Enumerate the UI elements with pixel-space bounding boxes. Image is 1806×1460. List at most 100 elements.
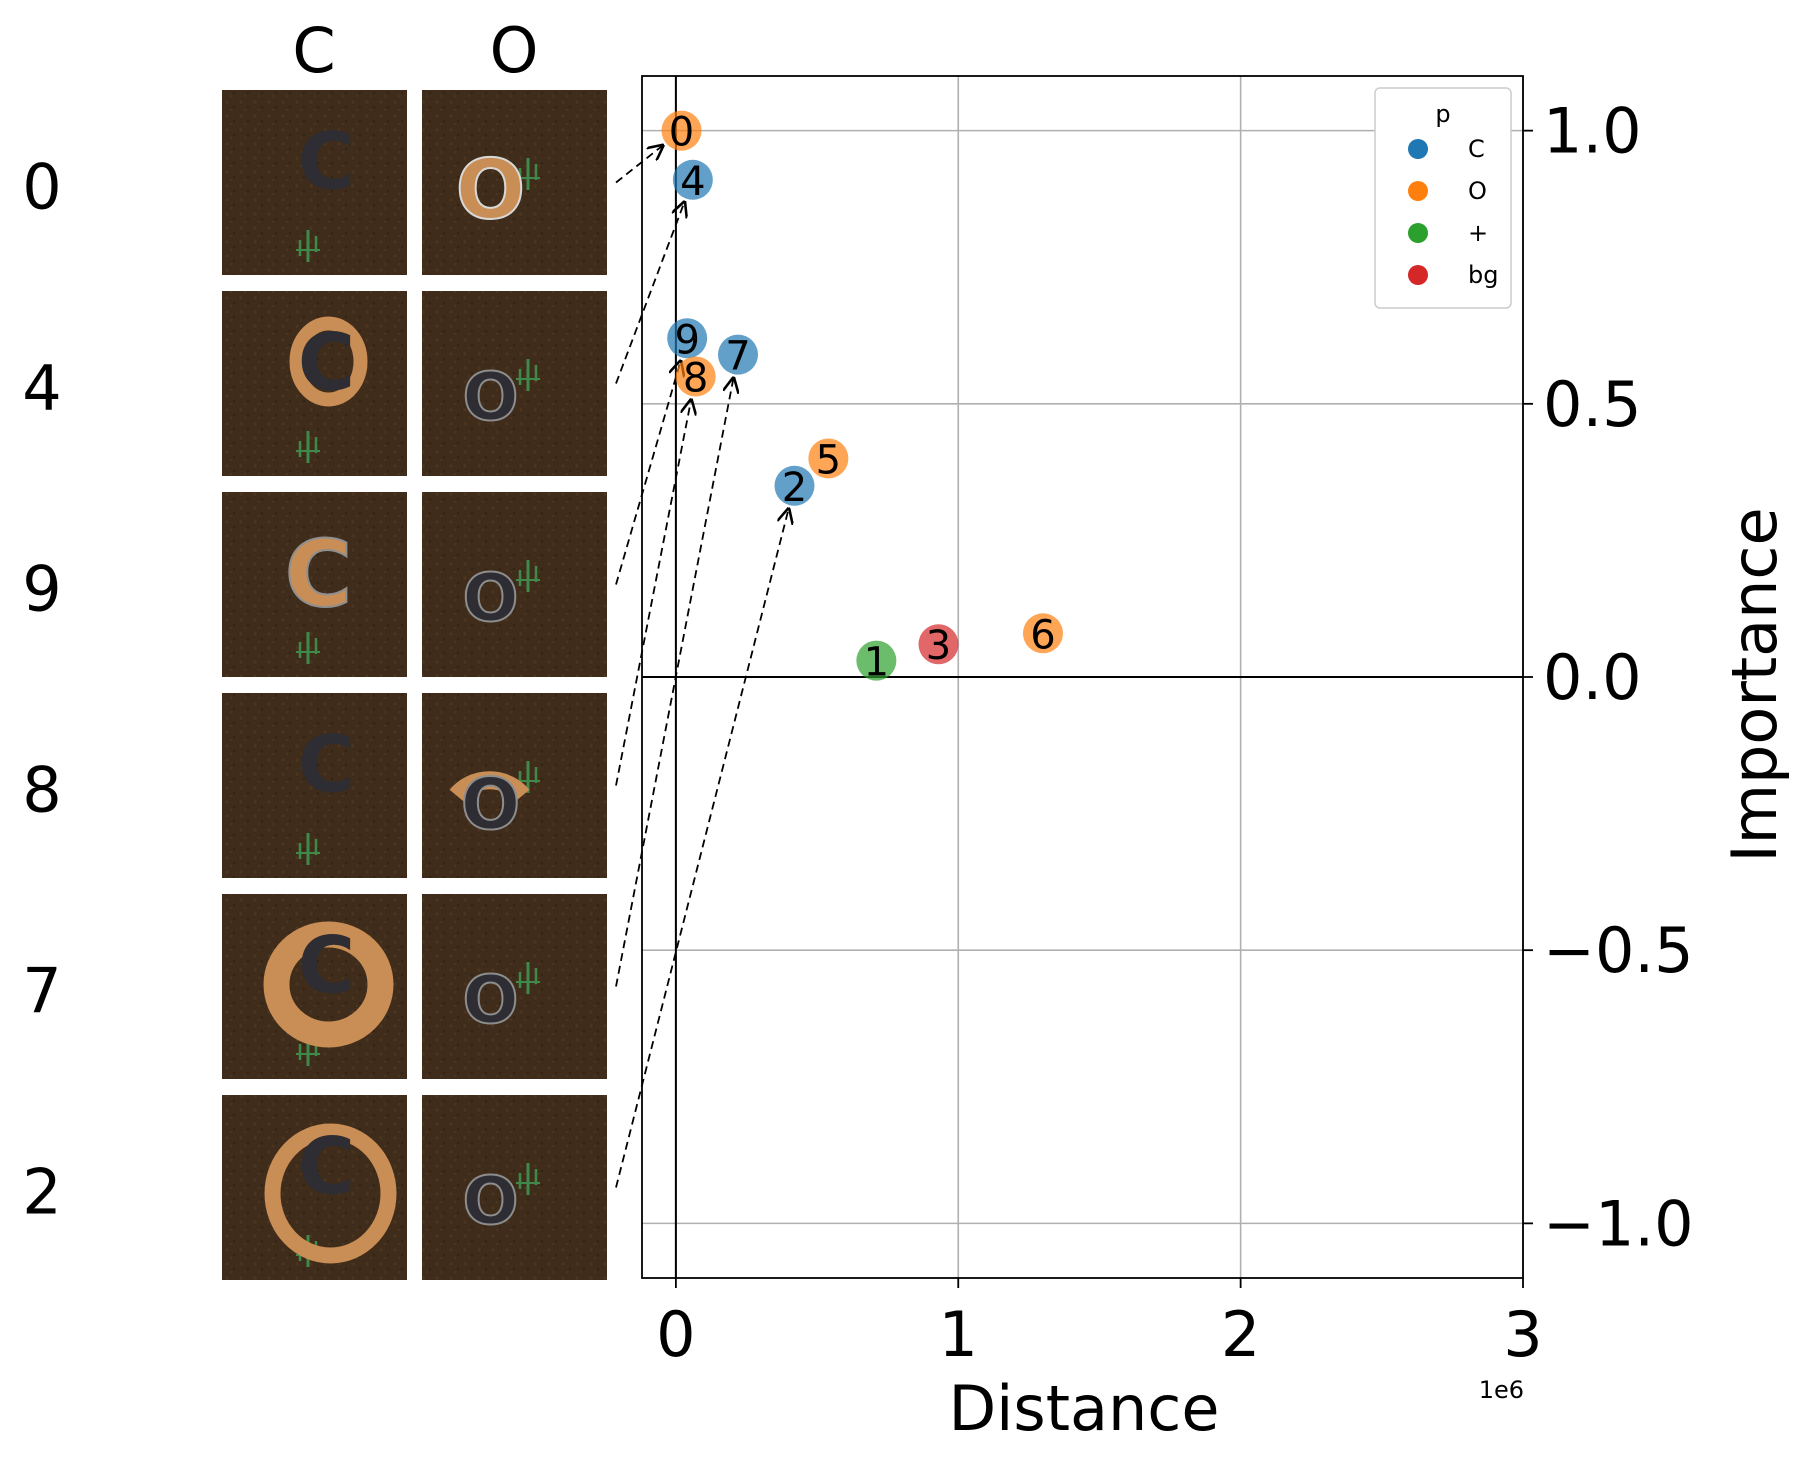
row-label: 7: [22, 955, 61, 1028]
y-tick-label: −0.5: [1543, 914, 1694, 987]
cactus-icon: [296, 230, 320, 262]
point-marker: [1022, 613, 1063, 654]
cactus-icon: [516, 359, 540, 391]
image-cell: C: [222, 1095, 407, 1280]
point-5: 5: [808, 437, 849, 483]
highlight-ring: [289, 316, 368, 407]
point-7: 7: [718, 334, 759, 380]
point-label: 6: [1030, 612, 1055, 658]
image-cell: C: [222, 291, 407, 476]
letter-o-shape: O: [462, 1162, 518, 1239]
point-marker: [718, 334, 759, 375]
letter-o-shape: O: [462, 961, 518, 1038]
point-6: 6: [1022, 612, 1063, 658]
point-label: 5: [816, 437, 841, 483]
point-4: 4: [672, 159, 713, 205]
y-tick-label: −1.0: [1543, 1187, 1694, 1260]
legend-marker: [1408, 181, 1428, 201]
image-cell: O: [422, 693, 607, 878]
connector-arrow-7: [615, 378, 733, 987]
image-cell: C: [222, 90, 407, 275]
image-cell: C: [222, 492, 407, 677]
legend-marker: [1408, 223, 1428, 243]
soil-background: [422, 1095, 607, 1280]
point-marker: [918, 624, 959, 665]
cactus-icon: [516, 962, 540, 994]
legend-title: p: [1435, 100, 1450, 128]
point-label: 1: [864, 640, 889, 686]
image-cell: O: [422, 1095, 607, 1280]
point-marker: [661, 110, 702, 151]
soil-background: [222, 492, 407, 677]
letter-o-shape: O: [456, 143, 526, 238]
point-marker: [808, 438, 849, 479]
legend-label: O: [1468, 177, 1487, 205]
point-label: 9: [674, 317, 699, 363]
row-label: 4: [22, 352, 61, 425]
row-label: 9: [22, 553, 61, 626]
letter-c-shape: C: [285, 521, 353, 628]
highlight-ring: [264, 1123, 397, 1264]
connector-arrow-0: [615, 146, 663, 184]
column-header-c: C: [292, 14, 335, 87]
cactus-icon: [516, 158, 540, 190]
x-tick-label: 0: [656, 1298, 695, 1371]
highlight-ring: [263, 921, 394, 1048]
legend-marker: [1408, 265, 1428, 285]
cactus-icon: [516, 1163, 540, 1195]
x-axis-offset: 1e6: [1479, 1376, 1524, 1404]
point-2: 2: [774, 465, 815, 511]
point-9: 9: [667, 317, 708, 363]
soil-background: [222, 90, 407, 275]
x-tick-label: 2: [1221, 1298, 1260, 1371]
highlight-arc: [449, 771, 530, 802]
soil-background: [422, 291, 607, 476]
legend-label: bg: [1468, 261, 1498, 289]
legend-label: C: [1468, 135, 1485, 163]
y-tick-label: 0.0: [1543, 641, 1642, 714]
legend: p CO + bg: [1374, 87, 1512, 309]
point-marker: [672, 159, 713, 200]
soil-background: [422, 492, 607, 677]
cactus-icon: [296, 632, 320, 664]
soil-background: [222, 693, 407, 878]
x-axis-ticks: 0 1 2 3: [656, 1278, 1543, 1371]
letter-o-shape: O: [462, 559, 518, 636]
data-points: 04 9 78 52 1 3 6: [661, 110, 1063, 686]
cactus-icon: [296, 431, 320, 463]
row-label: 2: [22, 1156, 61, 1229]
point-label: 0: [669, 110, 694, 156]
connector-arrows: [615, 146, 789, 1188]
point-marker: [675, 356, 716, 397]
point-3: 3: [918, 623, 959, 669]
image-grid: C O 0 C O 4 C O 9 C O 8 C O 7 C O 2 C O: [22, 14, 607, 1280]
y-axis-label: Importance: [1718, 507, 1791, 862]
letter-c-shape: C: [298, 319, 355, 409]
soil-background: [422, 90, 607, 275]
x-tick-label: 1: [939, 1298, 978, 1371]
point-label: 4: [680, 159, 705, 205]
cactus-icon: [516, 560, 540, 592]
row-label: 8: [22, 754, 61, 827]
point-label: 8: [683, 356, 708, 402]
soil-background: [422, 894, 607, 1079]
x-axis-label: Distance: [948, 1372, 1219, 1445]
x-tick-label: 3: [1503, 1298, 1542, 1371]
letter-c-shape: C: [298, 118, 355, 208]
row-label: 0: [22, 151, 61, 224]
point-label: 2: [782, 465, 807, 511]
letter-o-shape: O: [461, 764, 521, 846]
image-cell: C: [222, 693, 407, 878]
connector-arrow-9: [615, 361, 681, 585]
image-cell: O: [422, 492, 607, 677]
cactus-icon: [296, 833, 320, 865]
image-cell: C: [222, 894, 407, 1079]
legend-marker: [1408, 139, 1428, 159]
connector-arrow-8: [615, 400, 691, 786]
letter-c-shape: C: [298, 1123, 355, 1213]
letter-o-shape: O: [462, 358, 518, 435]
legend-label: +: [1468, 219, 1488, 247]
point-marker: [774, 465, 815, 506]
